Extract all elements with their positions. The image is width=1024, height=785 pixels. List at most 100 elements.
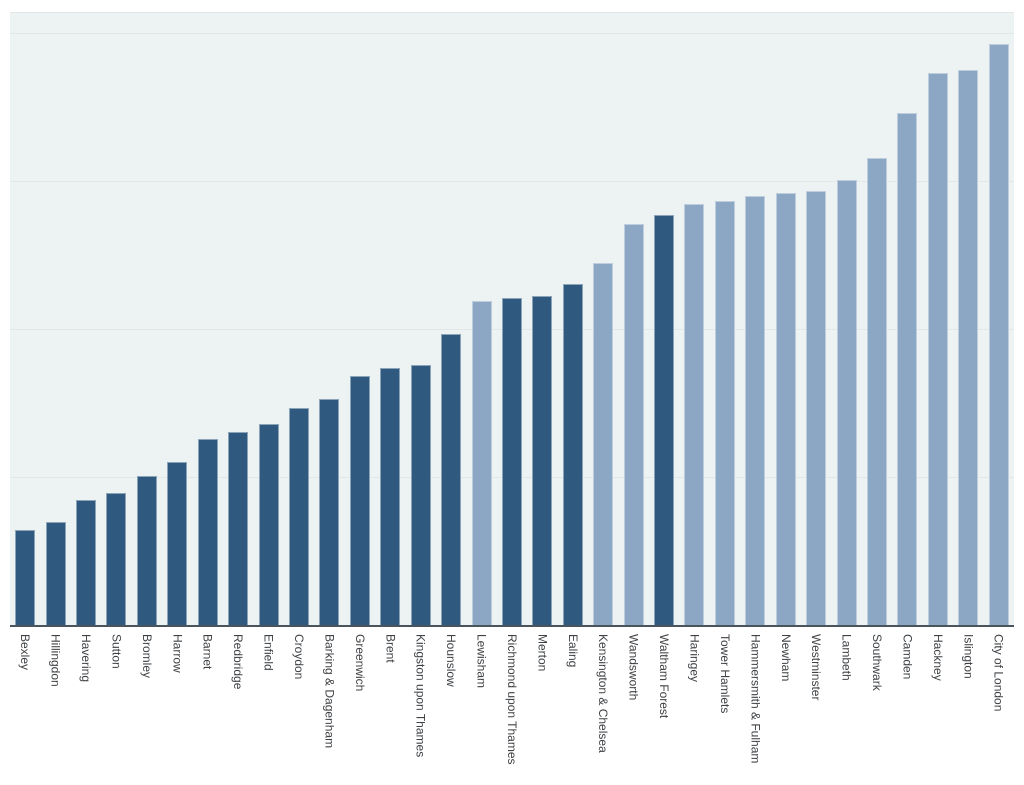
x-tick-slot: Kingston upon Thames	[405, 634, 435, 779]
bar-kingston-upon-thames[interactable]	[410, 364, 431, 626]
x-tick-slot: Harrow	[162, 634, 192, 779]
x-tick-slot: Hounslow	[436, 634, 466, 779]
bar-waltham-forest[interactable]	[654, 215, 675, 626]
x-tick-slot: Haringey	[679, 634, 709, 779]
x-tick-slot: Camden	[892, 634, 922, 779]
x-tick-label-islington: Islington	[961, 634, 976, 679]
bar-slot	[405, 13, 435, 626]
x-tick-slot: Lambeth	[831, 634, 861, 779]
x-tick-slot: Hackney	[923, 634, 953, 779]
bar-havering[interactable]	[76, 499, 97, 626]
x-tick-slot: Hammersmith & Fulham	[740, 634, 770, 779]
bar-slot	[649, 13, 679, 626]
x-tick-label-hammersmith-fulham: Hammersmith & Fulham	[748, 634, 763, 764]
bar-ealing[interactable]	[562, 283, 583, 626]
bar-lewisham[interactable]	[471, 301, 492, 626]
bar-merton[interactable]	[532, 296, 553, 626]
bar-newham[interactable]	[775, 193, 796, 626]
x-tick-label-waltham-forest: Waltham Forest	[657, 634, 672, 719]
bar-slot	[40, 13, 70, 626]
bar-slot	[618, 13, 648, 626]
bar-slot	[862, 13, 892, 626]
x-tick-label-lambeth: Lambeth	[839, 634, 854, 681]
x-tick-slot: Lewisham	[466, 634, 496, 779]
x-tick-slot: Waltham Forest	[649, 634, 679, 779]
x-tick-slot: Bexley	[10, 634, 40, 779]
bar-slot	[284, 13, 314, 626]
x-tick-slot: Bromley	[132, 634, 162, 779]
bar-islington[interactable]	[958, 70, 979, 626]
x-tick-label-havering: Havering	[79, 634, 94, 683]
x-tick-slot: Greenwich	[345, 634, 375, 779]
bar-slot	[740, 13, 770, 626]
bar-greenwich[interactable]	[349, 376, 370, 626]
x-tick-slot: Havering	[71, 634, 101, 779]
bar-hillingdon[interactable]	[45, 521, 66, 626]
bar-slot	[801, 13, 831, 626]
x-tick-slot: Croydon	[284, 634, 314, 779]
x-axis-labels: Bexley Hillingdon Havering Sutton Bromley Har…	[10, 634, 1014, 779]
x-tick-slot: Richmond upon Thames	[497, 634, 527, 779]
bar-sutton[interactable]	[106, 492, 127, 626]
bar-barking-dagenham[interactable]	[319, 399, 340, 626]
bar-slot	[345, 13, 375, 626]
bar-hounslow[interactable]	[441, 334, 462, 626]
bar-slot	[771, 13, 801, 626]
bar-lambeth[interactable]	[836, 180, 857, 626]
bar-slot	[923, 13, 953, 626]
bars-layer	[10, 13, 1014, 626]
bar-hackney[interactable]	[927, 73, 948, 626]
bar-slot	[132, 13, 162, 626]
x-tick-label-merton: Merton	[535, 634, 550, 672]
bar-harrow[interactable]	[167, 462, 188, 626]
x-tick-label-redbridge: Redbridge	[231, 634, 246, 690]
bar-slot	[71, 13, 101, 626]
bar-slot	[162, 13, 192, 626]
x-tick-label-lewisham: Lewisham	[474, 634, 489, 689]
bar-enfield[interactable]	[258, 424, 279, 626]
bar-camden[interactable]	[897, 112, 918, 626]
x-tick-label-kensington-chelsea: Kensington & Chelsea	[596, 634, 611, 753]
bar-southwark[interactable]	[867, 157, 888, 626]
x-tick-slot: Sutton	[101, 634, 131, 779]
x-tick-slot: Westminster	[801, 634, 831, 779]
x-tick-slot: Enfield	[253, 634, 283, 779]
x-tick-label-richmond-upon-thames: Richmond upon Thames	[504, 634, 519, 765]
bar-redbridge[interactable]	[228, 431, 249, 626]
x-tick-label-sutton: Sutton	[109, 634, 124, 669]
bar-slot	[527, 13, 557, 626]
bar-hammersmith-fulham[interactable]	[745, 196, 766, 626]
x-tick-label-greenwich: Greenwich	[352, 634, 367, 692]
bar-haringey[interactable]	[684, 203, 705, 626]
x-tick-label-barking-dagenham: Barking & Dagenham	[322, 634, 337, 749]
x-tick-label-westminster: Westminster	[809, 634, 824, 701]
bar-slot	[314, 13, 344, 626]
bar-slot	[253, 13, 283, 626]
x-tick-slot: Hillingdon	[40, 634, 70, 779]
x-tick-slot: Southwark	[862, 634, 892, 779]
bar-city-of-london[interactable]	[988, 44, 1009, 626]
bar-kensington-chelsea[interactable]	[593, 263, 614, 626]
bar-barnet[interactable]	[197, 438, 218, 626]
gridline	[10, 181, 1014, 182]
bar-bromley[interactable]	[136, 476, 157, 626]
x-tick-label-hackney: Hackney	[930, 634, 945, 681]
bar-croydon[interactable]	[289, 408, 309, 626]
x-tick-label-croydon: Croydon	[292, 634, 306, 680]
bar-westminster[interactable]	[806, 190, 827, 626]
x-tick-slot: Ealing	[558, 634, 588, 779]
bar-richmond-upon-thames[interactable]	[501, 298, 522, 626]
plot-area	[10, 12, 1014, 626]
x-tick-label-city-of-london: City of London	[991, 634, 1006, 712]
gridline	[10, 33, 1014, 34]
bar-slot	[101, 13, 131, 626]
bar-brent[interactable]	[380, 367, 401, 626]
bar-slot	[223, 13, 253, 626]
x-tick-slot: Merton	[527, 634, 557, 779]
bar-tower-hamlets[interactable]	[714, 200, 735, 626]
bar-bexley[interactable]	[15, 530, 36, 626]
bar-wandsworth[interactable]	[623, 224, 644, 626]
x-tick-slot: City of London	[984, 634, 1014, 779]
x-tick-label-brent: Brent	[383, 634, 398, 663]
